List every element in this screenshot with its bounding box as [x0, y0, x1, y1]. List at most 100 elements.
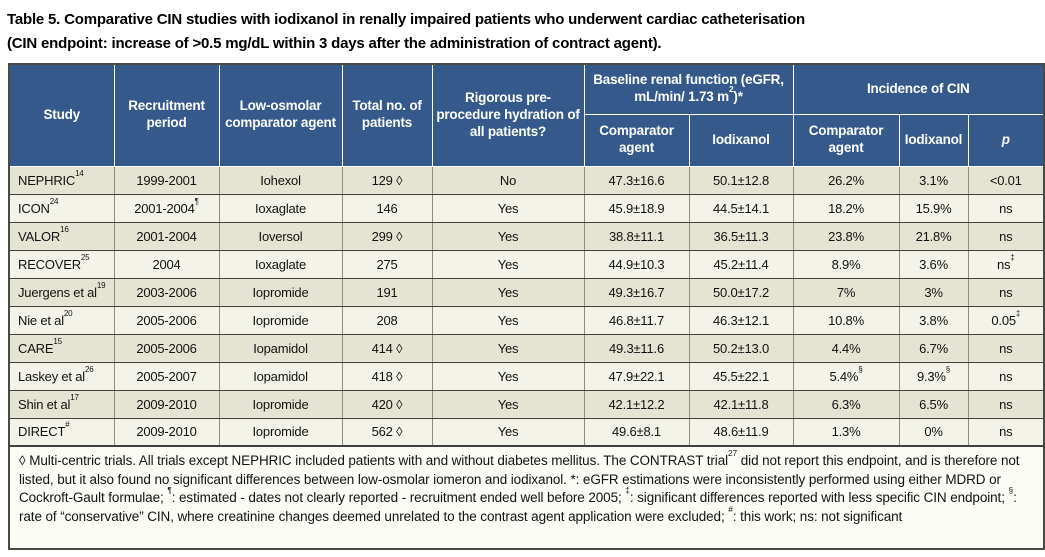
col-header-recruitment-period: Recruitment period — [113, 63, 220, 167]
table-cell: 47.9±22.1 — [583, 361, 690, 391]
table-row: Juergens et al19 2003-2006 Iopromide 191 Yes… — [8, 277, 1045, 307]
table-cell: <0.01 — [967, 165, 1045, 195]
table-cell: 49.6±8.1 — [583, 417, 690, 447]
study-cell: Juergens et al19 — [8, 277, 115, 307]
table-row: Nie et al20 2005-2006 Iopromide 208 Yes 46.8±… — [8, 305, 1045, 335]
table-cell: 50.0±17.2 — [688, 277, 794, 307]
table-cell: 2004 — [113, 249, 220, 279]
table-cell: 0% — [898, 417, 969, 447]
subcol-header-baseline-comparator: Comparator agent — [583, 113, 690, 167]
table-cell: 5.4%§ — [792, 361, 900, 391]
table-cell: ns — [967, 417, 1045, 447]
table-cell: 45.5±22.1 — [688, 361, 794, 391]
table-cell: 44.5±14.1 — [688, 193, 794, 223]
table-cell: 50.1±12.8 — [688, 165, 794, 195]
table-body: NEPHRIC14 1999-2001 Iohexol 129 ◊ No 47.3±16.… — [8, 165, 1045, 447]
table-cell: 2009-2010 — [113, 389, 220, 419]
table-title-line1: Table 5. Comparative CIN studies with io… — [7, 11, 805, 28]
col-header-comparator-agent: Low-osmolar comparator agent — [218, 63, 343, 167]
table-cell: Ioversol — [218, 221, 343, 251]
table-row: RECOVER25 2004 Ioxaglate 275 Yes 44.9±10.3 45.… — [8, 249, 1045, 279]
table-cell: 275 — [341, 249, 433, 279]
table-cell: 6.3% — [792, 389, 900, 419]
table-cell: Iopromide — [218, 277, 343, 307]
col-header-hydration: Rigorous pre-procedure hydration of all … — [431, 63, 585, 167]
table-cell: 1.3% — [792, 417, 900, 447]
table-cell: 9.3%§ — [898, 361, 969, 391]
table-cell: 45.9±18.9 — [583, 193, 690, 223]
subcol-header-cin-comparator: Comparator agent — [792, 113, 900, 167]
footnote-text: ◊ Multi-centric trials. All trials excep… — [8, 445, 1045, 550]
table-cell: Iopromide — [218, 305, 343, 335]
table-cell: Yes — [431, 333, 585, 363]
table-cell: ns — [967, 389, 1045, 419]
table-cell: 4.4% — [792, 333, 900, 363]
table-cell: ns‡ — [967, 249, 1045, 279]
table-row: DIRECT# 2009-2010 Iopromide 562 ◊ Yes 49.6±8.… — [8, 417, 1045, 447]
table-cell: 10.8% — [792, 305, 900, 335]
table-cell: Yes — [431, 193, 585, 223]
table-cell: 44.9±10.3 — [583, 249, 690, 279]
table-cell: 47.3±16.6 — [583, 165, 690, 195]
cin-studies-table: Study Recruitment period Low-osmolar com… — [8, 63, 1045, 550]
table-cell: 18.2% — [792, 193, 900, 223]
table-row: CARE15 2005-2006 Iopamidol 414 ◊ Yes 49.3±11.… — [8, 333, 1045, 363]
table-cell: 2001-2004 — [113, 221, 220, 251]
table-row: NEPHRIC14 1999-2001 Iohexol 129 ◊ No 47.3±16.… — [8, 165, 1045, 195]
table-cell: 3% — [898, 277, 969, 307]
table-cell: 42.1±11.8 — [688, 389, 794, 419]
table-cell: Iopamidol — [218, 333, 343, 363]
table-cell: 2005-2007 — [113, 361, 220, 391]
study-cell: VALOR16 — [8, 221, 115, 251]
table-cell: 2005-2006 — [113, 333, 220, 363]
table-cell: No — [431, 165, 585, 195]
subcol-header-cin-iodixanol: Iodixanol — [898, 113, 969, 167]
study-cell: Laskey et al26 — [8, 361, 115, 391]
study-cell: DIRECT# — [8, 417, 115, 447]
table-cell: 36.5±11.3 — [688, 221, 794, 251]
col-header-total-patients: Total no. of patients — [341, 63, 433, 167]
table-cell: Iopromide — [218, 417, 343, 447]
table-cell: 2009-2010 — [113, 417, 220, 447]
table-cell: 562 ◊ — [341, 417, 433, 447]
table-cell: 418 ◊ — [341, 361, 433, 391]
table-cell: 2005-2006 — [113, 305, 220, 335]
table-cell: ns — [967, 193, 1045, 223]
table-cell: Yes — [431, 417, 585, 447]
subcol-header-baseline-iodixanol: Iodixanol — [688, 113, 794, 167]
table-title: Table 5. Comparative CIN studies with io… — [7, 8, 1045, 56]
study-cell: NEPHRIC14 — [8, 165, 115, 195]
table-row: ICON24 2001-2004¶ Ioxaglate 146 Yes 45.9±18.9… — [8, 193, 1045, 223]
footnote-row: ◊ Multi-centric trials. All trials excep… — [8, 445, 1045, 550]
table-cell: 42.1±12.2 — [583, 389, 690, 419]
table-cell: Yes — [431, 361, 585, 391]
table-title-line2: (CIN endpoint: increase of >0.5 mg/dL wi… — [7, 35, 662, 52]
table-cell: 2001-2004¶ — [113, 193, 220, 223]
table-cell: 2003-2006 — [113, 277, 220, 307]
table-row: Shin et al17 2009-2010 Iopromide 420 ◊ Yes 42… — [8, 389, 1045, 419]
study-cell: ICON24 — [8, 193, 115, 223]
table-cell: 45.2±11.4 — [688, 249, 794, 279]
table-cell: 8.9% — [792, 249, 900, 279]
table-cell: Yes — [431, 277, 585, 307]
group-header-incidence-of-cin: Incidence of CIN — [792, 63, 1045, 115]
subcol-header-p-value: p — [967, 113, 1045, 167]
table-cell: 7% — [792, 277, 900, 307]
table-cell: Ioxaglate — [218, 193, 343, 223]
table-cell: Yes — [431, 221, 585, 251]
table-cell: 46.8±11.7 — [583, 305, 690, 335]
group-header-baseline-renal-function: Baseline renal function (eGFR, mL/min/ 1… — [583, 63, 794, 115]
table-cell: 48.6±11.9 — [688, 417, 794, 447]
table-cell: Iohexol — [218, 165, 343, 195]
header-sub-row: Comparator agent Iodixanol Comparator ag… — [9, 113, 1045, 167]
table-cell: 6.5% — [898, 389, 969, 419]
table-cell: 299 ◊ — [341, 221, 433, 251]
study-cell: Shin et al17 — [8, 389, 115, 419]
table-cell: 3.8% — [898, 305, 969, 335]
table-cell: 129 ◊ — [341, 165, 433, 195]
table-cell: 6.7% — [898, 333, 969, 363]
table-cell: 1999-2001 — [113, 165, 220, 195]
table-cell: ns — [967, 277, 1045, 307]
table-cell: 49.3±11.6 — [583, 333, 690, 363]
